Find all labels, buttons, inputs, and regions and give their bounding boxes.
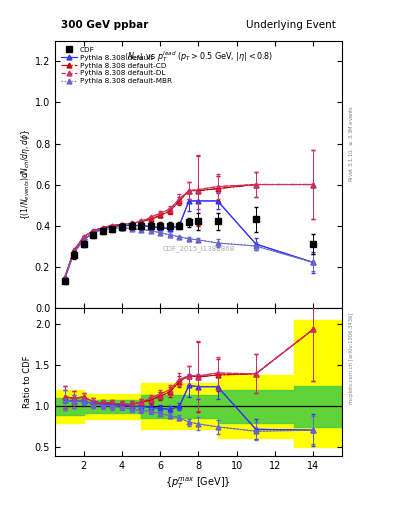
Pythia 8.308 default-MBR [62,276,67,282]
Pythia 8.308 default-DL [81,234,86,240]
Pythia 8.308 default [187,198,191,204]
Line: Pythia 8.308 default-CD: Pythia 8.308 default-CD [62,182,316,280]
Pythia 8.308 default-DL [110,222,115,228]
Legend: CDF, Pythia 8.308 default, Pythia 8.308 default-CD, Pythia 8.308 default-DL, Pyt: CDF, Pythia 8.308 default, Pythia 8.308 … [59,45,174,87]
Pythia 8.308 default-CD [148,216,153,222]
Text: $\langle N_{ch}\rangle$ vs $p_T^{lead}$ ($p_T > 0.5$ GeV, $|\eta| < 0.8$): $\langle N_{ch}\rangle$ vs $p_T^{lead}$ … [124,49,273,64]
Pythia 8.308 default [196,198,201,204]
Pythia 8.308 default-CD [158,212,163,218]
Pythia 8.308 default-DL [187,187,191,194]
Pythia 8.308 default [139,222,143,228]
Pythia 8.308 default-DL [177,196,182,202]
Pythia 8.308 default-DL [119,221,124,227]
Pythia 8.308 default-CD [253,181,258,187]
Text: Underlying Event: Underlying Event [246,20,336,30]
Pythia 8.308 default [62,276,67,282]
Pythia 8.308 default-MBR [101,227,105,233]
Pythia 8.308 default-DL [91,228,95,234]
Pythia 8.308 default-CD [101,224,105,230]
Line: Pythia 8.308 default: Pythia 8.308 default [62,199,316,281]
Pythia 8.308 default-DL [148,214,153,220]
Pythia 8.308 default [215,198,220,204]
Pythia 8.308 default [158,224,163,230]
Pythia 8.308 default-CD [215,185,220,191]
Pythia 8.308 default-CD [62,275,67,281]
Pythia 8.308 default [253,241,258,247]
Pythia 8.308 default-MBR [72,249,77,255]
Pythia 8.308 default-MBR [215,240,220,246]
Pythia 8.308 default-DL [311,181,316,187]
Pythia 8.308 default-CD [177,198,182,204]
X-axis label: $\{p_T^{max}$ [GeV]$\}$: $\{p_T^{max}$ [GeV]$\}$ [165,476,231,492]
Pythia 8.308 default-MBR [91,230,95,236]
Pythia 8.308 default-CD [129,220,134,226]
Pythia 8.308 default [311,260,316,266]
Pythia 8.308 default [72,249,77,255]
Pythia 8.308 default [119,222,124,228]
Text: 300 GeV ppbar: 300 GeV ppbar [61,20,148,30]
Pythia 8.308 default-DL [101,224,105,230]
Pythia 8.308 default [91,230,95,236]
Pythia 8.308 default-CD [110,222,115,228]
Y-axis label: Ratio to CDF: Ratio to CDF [23,355,32,408]
Pythia 8.308 default-CD [91,228,95,234]
Pythia 8.308 default [81,237,86,243]
Pythia 8.308 default-CD [196,187,201,194]
Pythia 8.308 default-MBR [167,232,172,238]
Pythia 8.308 default [177,222,182,228]
Pythia 8.308 default-CD [72,247,77,253]
Pythia 8.308 default-DL [129,220,134,226]
Pythia 8.308 default-DL [62,275,67,281]
Pythia 8.308 default-MBR [253,243,258,249]
Pythia 8.308 default-DL [158,210,163,216]
Pythia 8.308 default-CD [81,234,86,240]
Pythia 8.308 default-MBR [187,236,191,242]
Pythia 8.308 default-CD [167,208,172,214]
Pythia 8.308 default-DL [72,247,77,253]
Pythia 8.308 default-DL [253,181,258,187]
Pythia 8.308 default-DL [196,186,201,193]
Pythia 8.308 default-MBR [148,228,153,234]
Pythia 8.308 default [110,223,115,229]
Text: CDF_2015_I1388868: CDF_2015_I1388868 [162,246,235,252]
Text: mcplots.cern.ch [arXiv:1306.3436]: mcplots.cern.ch [arXiv:1306.3436] [349,313,354,404]
Line: Pythia 8.308 default-DL: Pythia 8.308 default-DL [62,182,316,280]
Pythia 8.308 default-MBR [129,226,134,232]
Pythia 8.308 default-CD [311,181,316,187]
Pythia 8.308 default-MBR [119,224,124,230]
Pythia 8.308 default-MBR [81,237,86,243]
Y-axis label: $\{(1/N_{events}) dN_{ch}/d\eta, d\phi\}$: $\{(1/N_{events}) dN_{ch}/d\eta, d\phi\}… [19,129,32,220]
Line: Pythia 8.308 default-MBR: Pythia 8.308 default-MBR [62,225,316,281]
Pythia 8.308 default-MBR [110,226,115,232]
Pythia 8.308 default-MBR [158,230,163,236]
Pythia 8.308 default-MBR [139,227,143,233]
Pythia 8.308 default-CD [119,221,124,227]
Pythia 8.308 default-MBR [311,260,316,266]
Pythia 8.308 default-DL [139,218,143,224]
Pythia 8.308 default [101,226,105,232]
Pythia 8.308 default-MBR [196,237,201,243]
Pythia 8.308 default-DL [167,206,172,212]
Pythia 8.308 default-MBR [177,234,182,240]
Pythia 8.308 default-CD [139,218,143,224]
Pythia 8.308 default [167,226,172,232]
Pythia 8.308 default-CD [187,187,191,194]
Text: Rivet 3.1.10, $\geq$ 3.3M events: Rivet 3.1.10, $\geq$ 3.3M events [348,105,356,182]
Pythia 8.308 default [129,222,134,228]
Pythia 8.308 default-DL [215,183,220,189]
Pythia 8.308 default [148,223,153,229]
